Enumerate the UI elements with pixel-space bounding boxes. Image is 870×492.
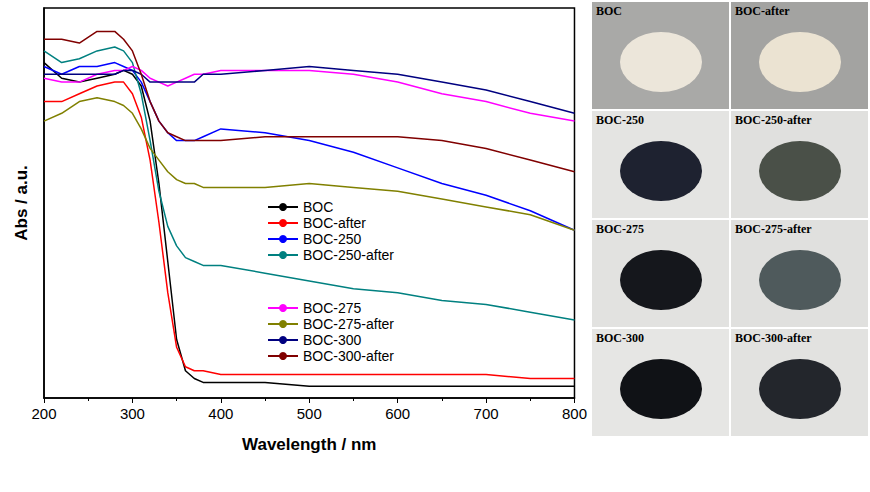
html-text:BOC-250-after: BOC-250-after (735, 113, 812, 127)
svg-text:400: 400 (208, 405, 233, 422)
html-text:BOC-275-after: BOC-275-after (735, 222, 812, 236)
svg-text:BOC-after: BOC-after (303, 215, 366, 231)
html-text:BOC-300-after: BOC-300-after (735, 331, 812, 345)
svg-text:BOC-275-after: BOC-275-after (303, 316, 394, 332)
svg-text:Abs / a.u.: Abs / a.u. (12, 165, 31, 241)
svg-text:700: 700 (474, 405, 499, 422)
svg-text:500: 500 (297, 405, 322, 422)
html-text:BOC-after: BOC-after (735, 4, 790, 18)
html-text:BOC-250: BOC-250 (596, 113, 644, 127)
svg-text:BOC-300: BOC-300 (303, 332, 362, 348)
svg-text:BOC-300-after: BOC-300-after (303, 348, 394, 364)
svg-text:BOC-275: BOC-275 (303, 300, 362, 316)
svg-text:BOC-250: BOC-250 (303, 231, 362, 247)
svg-text:800: 800 (562, 405, 587, 422)
svg-text:Wavelength / nm: Wavelength / nm (242, 435, 376, 454)
svg-text:300: 300 (120, 405, 145, 422)
html-text:BOC: BOC (596, 4, 622, 18)
svg-text:BOC: BOC (303, 199, 333, 215)
svg-text:600: 600 (385, 405, 410, 422)
html-text:BOC-300: BOC-300 (596, 331, 644, 345)
svg-text:200: 200 (31, 405, 56, 422)
svg-text:BOC-250-after: BOC-250-after (303, 247, 394, 263)
html-text:BOC-275: BOC-275 (596, 222, 644, 236)
